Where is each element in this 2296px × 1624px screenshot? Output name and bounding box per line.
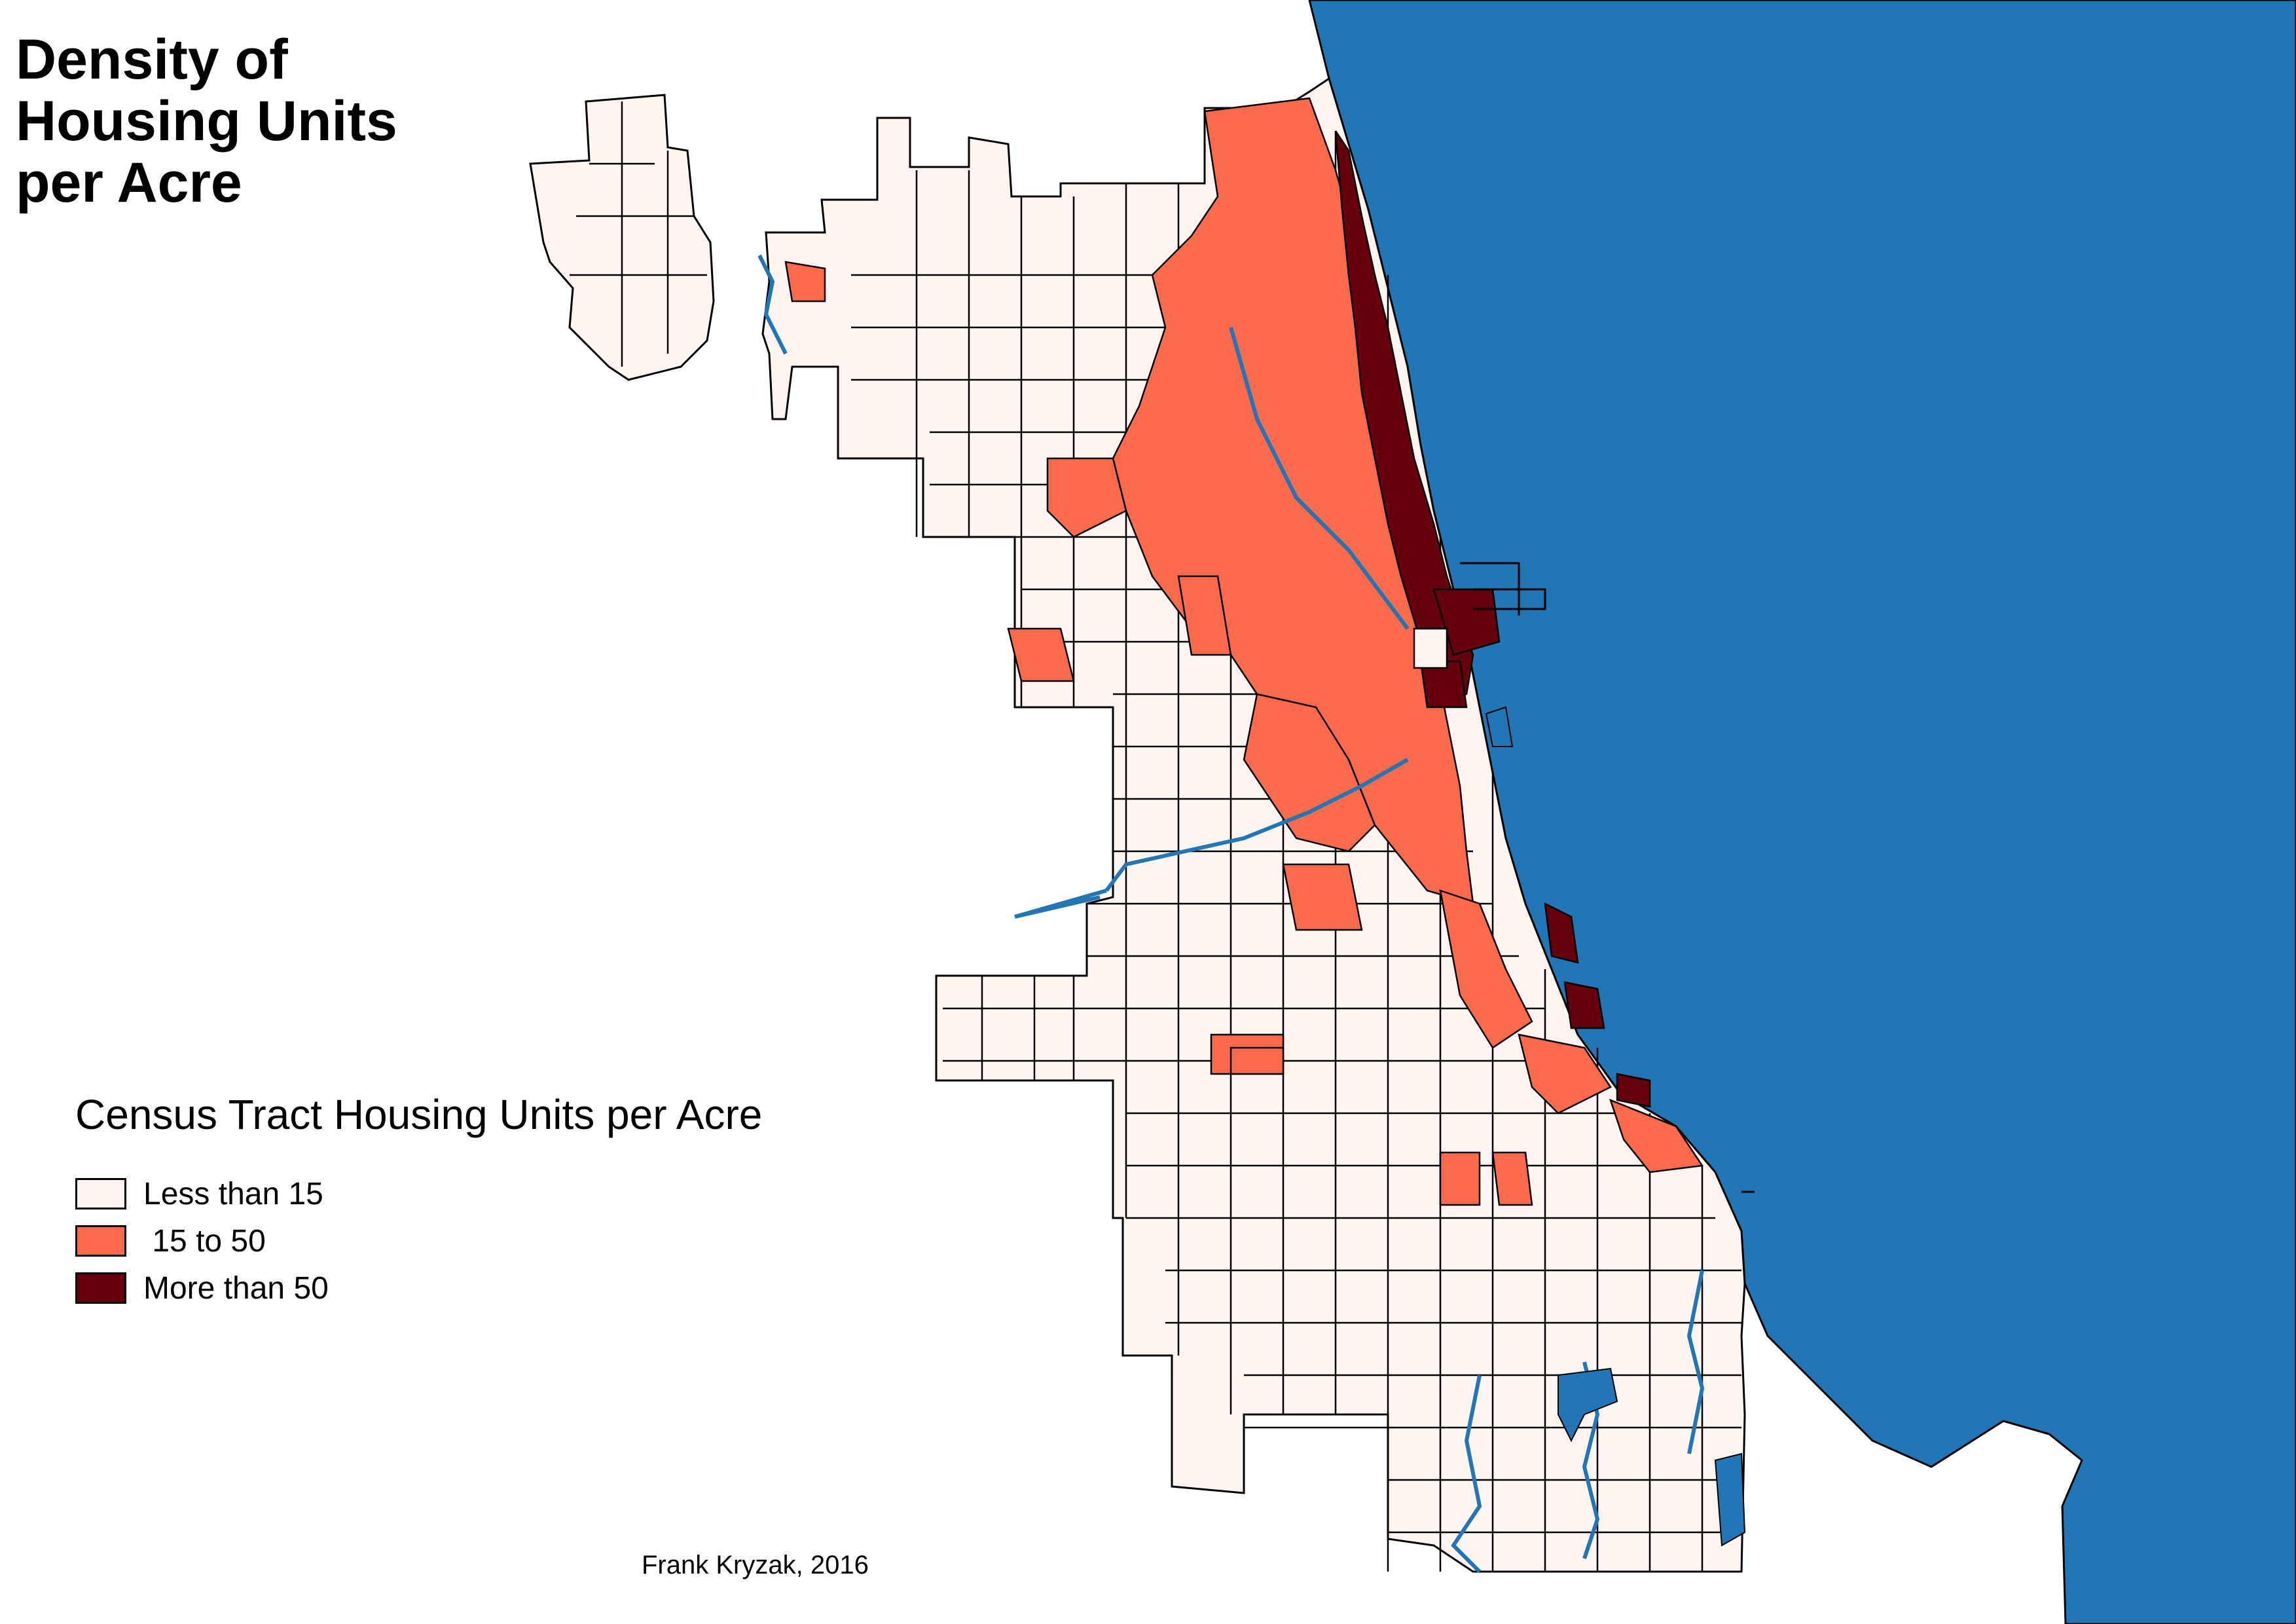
legend-swatch-low [75,1178,126,1209]
legend-item-high: More than 50 [75,1264,762,1312]
map-title: Density of Housing Units per Acre [16,28,397,214]
harbor-lines [1460,562,1755,1193]
author-credit: Frank Kryzak, 2016 [642,1551,869,1579]
legend-title: Census Tract Housing Units per Acre [75,1091,763,1138]
legend-swatch-medium [75,1225,126,1257]
legend: Census Tract Housing Units per Acre Less… [75,1090,762,1312]
high-density-tracts [1334,130,1651,1108]
grant-park [1413,627,1448,669]
tract-grid [570,101,1741,1572]
medium-density-tracts [784,97,1704,1206]
legend-label-high: More than 50 [143,1270,329,1306]
calumet-harbor [1485,706,1746,1547]
legend-item-medium: 15 to 50 [75,1217,762,1264]
legend-label-low: Less than 15 [143,1176,323,1211]
legend-item-low: Less than 15 [75,1170,762,1217]
legend-swatch-high [75,1272,126,1304]
legend-label-medium: 15 to 50 [143,1223,266,1259]
